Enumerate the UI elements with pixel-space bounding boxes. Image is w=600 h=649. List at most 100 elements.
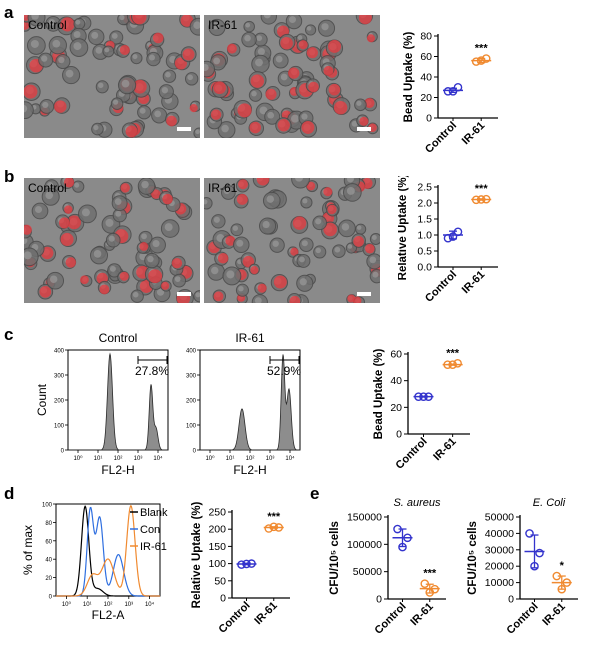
cell-highlight xyxy=(221,124,229,133)
data-point xyxy=(530,561,539,571)
x-axis-label: FL2-H xyxy=(101,463,134,477)
y-tick-label: 30000 xyxy=(485,544,514,556)
fluorescent-bead xyxy=(298,40,308,50)
micrograph-cells xyxy=(204,15,380,138)
cell-highlight xyxy=(108,235,115,242)
x-tick-label: IR-61 xyxy=(460,269,488,297)
cell-highlight xyxy=(334,246,341,253)
cell-highlight xyxy=(156,288,165,296)
cell-highlight xyxy=(115,210,122,217)
fluorescent-bead xyxy=(237,103,252,118)
fluorescent-bead xyxy=(217,252,229,264)
cell-highlight xyxy=(315,247,321,254)
fluorescent-bead xyxy=(306,47,318,59)
cell-highlight xyxy=(52,39,61,48)
x-tick-label: 10² xyxy=(104,602,113,608)
fluorescent-bead xyxy=(308,81,319,93)
dotplot-e-saureus: S. aureus 0 50000 100000 150000 CFU/10⁵ cells… xyxy=(329,497,446,637)
legend-label: Blank xyxy=(140,507,168,519)
cell-highlight xyxy=(238,286,244,292)
fluorescent-bead xyxy=(180,15,194,27)
cell-highlight xyxy=(147,255,154,263)
cell-highlight xyxy=(112,99,119,105)
panel-label-d: d xyxy=(4,484,15,503)
significance-marker: *** xyxy=(446,347,460,359)
cell-highlight xyxy=(272,240,279,247)
cell-highlight xyxy=(244,34,251,42)
fluorescent-bead xyxy=(119,44,130,55)
y-tick-label: 20000 xyxy=(485,561,514,573)
x-tick-label: 10⁴ xyxy=(153,455,163,462)
cell-highlight xyxy=(251,90,257,97)
data-point xyxy=(471,57,481,66)
fluorescent-bead xyxy=(301,121,315,134)
y-tick-label: 0.5 xyxy=(417,246,432,258)
data-point xyxy=(269,522,279,532)
fluorescent-bead xyxy=(292,216,307,230)
cell-highlight xyxy=(30,39,39,48)
dotplot-a: 0 20 40 60 80 Bead Uptake (%) Control IR-61 *** xyxy=(403,31,498,156)
fluorescent-bead xyxy=(277,119,290,132)
fluorescent-bead xyxy=(323,65,334,76)
y-tick-label: 0 xyxy=(49,595,53,601)
fluorescent-bead xyxy=(280,36,293,50)
cell-highlight xyxy=(48,19,56,26)
cell-highlight xyxy=(232,225,239,231)
y-tick-label: 1.5 xyxy=(417,214,432,226)
y-tick-label: 100000 xyxy=(347,539,382,551)
cell-highlight xyxy=(369,256,377,264)
panel-label-b: b xyxy=(4,167,15,186)
data-point xyxy=(453,82,463,92)
fluorescent-bead xyxy=(353,236,365,247)
cell-highlight xyxy=(111,33,118,39)
data-point xyxy=(453,227,463,237)
y-axis-label: Bead Uptake (%) xyxy=(403,31,415,122)
cell-highlight xyxy=(81,208,90,217)
x-tick-label: IR-61 xyxy=(460,120,488,148)
cell-highlight xyxy=(301,240,308,247)
cell-highlight xyxy=(65,69,74,78)
cell-highlight xyxy=(267,111,275,119)
legend-label: Con xyxy=(140,524,160,536)
x-tick-label: 10⁰ xyxy=(62,601,72,608)
fluorescent-bead xyxy=(250,266,259,275)
fluorescent-bead xyxy=(288,67,300,79)
y-tick-label: 1.0 xyxy=(417,230,432,242)
y-tick-label: 20 xyxy=(45,576,52,582)
overlay-histogram-d: 0 20 40 60 80 100 10⁰ 10¹ 10² 10³ 10⁴ FL2-A % of max… xyxy=(21,503,168,623)
x-tick-label: 10³ xyxy=(266,456,275,462)
cell-highlight xyxy=(24,104,28,113)
y-tick-label: 300 xyxy=(186,374,197,380)
fluorescent-bead xyxy=(306,181,316,191)
cell-highlight xyxy=(132,54,138,60)
fluorescent-bead xyxy=(24,224,32,235)
legend-label: IR-61 xyxy=(140,541,167,553)
fluorescent-bead xyxy=(24,84,38,99)
data-point xyxy=(443,233,453,243)
cell-highlight xyxy=(204,64,209,72)
data-point xyxy=(481,194,491,204)
cell xyxy=(24,101,34,120)
fluorescent-bead xyxy=(358,15,372,25)
cell-highlight xyxy=(257,48,265,56)
y-tick-label: 200 xyxy=(208,524,226,536)
cell-highlight xyxy=(213,216,220,223)
data-point xyxy=(443,360,452,369)
data-point xyxy=(403,533,412,543)
histogram-c-ir61: IR-61 52.9% 0 100 200 300 400 10⁰ 10¹ 10² 10³ 10⁴ FL… xyxy=(186,331,301,477)
cell-highlight xyxy=(95,46,103,54)
y-tick-label: 50000 xyxy=(353,566,382,578)
cell-highlight xyxy=(213,57,221,65)
y-tick-label: 20 xyxy=(390,402,402,414)
cell-highlight xyxy=(187,74,193,81)
y-tick-label: 100 xyxy=(42,503,53,509)
gate-percentage: 52.9% xyxy=(267,364,301,378)
cell-highlight xyxy=(290,114,300,123)
x-tick-label: 10⁰ xyxy=(73,455,83,462)
cell-highlight xyxy=(263,15,271,19)
data-point xyxy=(443,87,453,96)
cell-highlight xyxy=(104,47,110,53)
fluorescent-bead xyxy=(236,193,248,205)
micrograph-label: IR-61 xyxy=(208,181,238,195)
cell-highlight xyxy=(347,178,354,183)
